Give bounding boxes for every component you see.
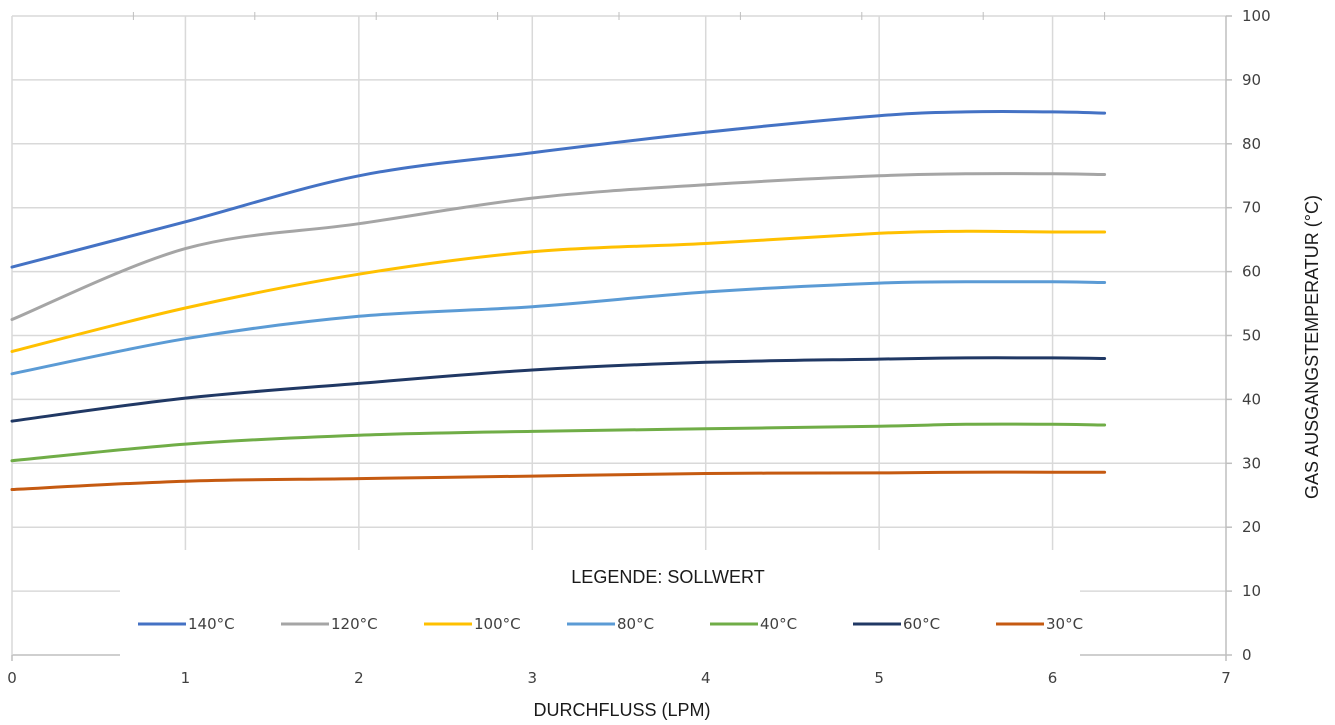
y-tick-label: 50 <box>1242 327 1261 345</box>
x-tick-label: 1 <box>181 669 191 687</box>
y-tick-label: 0 <box>1242 646 1252 664</box>
x-tick-label: 6 <box>1048 669 1058 687</box>
legend-label: 100°C <box>474 615 521 633</box>
legend-items: 140°C 120°C 100°C 80°C 40°C 60°C 30°C <box>138 615 1083 633</box>
series-line-140c <box>10 110 1107 269</box>
series-line-80c <box>10 280 1107 376</box>
y-axis-title: GAS AUSGANGSTEMPERATUR (°C) <box>1302 195 1322 499</box>
y-tick-label: 40 <box>1242 390 1261 408</box>
x-tick-label: 2 <box>354 669 364 687</box>
legend-title: LEGENDE: SOLLWERT <box>571 567 764 587</box>
series-line-120c <box>10 172 1107 321</box>
legend: LEGENDE: SOLLWERT 140°C 120°C 100°C 80°C 40°… <box>120 550 1083 670</box>
x-tick-label: 3 <box>528 669 538 687</box>
series-lines <box>10 110 1107 491</box>
y-tick-label: 20 <box>1242 518 1261 536</box>
y-tick-label: 60 <box>1242 263 1261 281</box>
legend-background <box>120 550 1080 670</box>
series-line-30c <box>10 470 1107 491</box>
series-line-60c <box>10 356 1107 423</box>
grid <box>12 12 1226 655</box>
legend-label: 60°C <box>903 615 940 633</box>
legend-label: 140°C <box>188 615 235 633</box>
y-tick-label: 70 <box>1242 199 1261 217</box>
x-tick-label: 4 <box>701 669 711 687</box>
x-tick-label: 7 <box>1221 669 1231 687</box>
legend-label: 120°C <box>331 615 378 633</box>
y-tick-label: 10 <box>1242 582 1261 600</box>
y-tick-label: 80 <box>1242 135 1261 153</box>
y-tick-label: 30 <box>1242 454 1261 472</box>
series-line-100c <box>10 229 1107 353</box>
legend-label: 80°C <box>617 615 654 633</box>
x-tick-label: 5 <box>874 669 884 687</box>
y-tick-label: 90 <box>1242 71 1261 89</box>
y-tick-label: 100 <box>1242 7 1271 25</box>
series-line-40c <box>10 422 1107 463</box>
legend-label: 30°C <box>1046 615 1083 633</box>
x-tick-label: 0 <box>7 669 17 687</box>
legend-label: 40°C <box>760 615 797 633</box>
x-axis-title: DURCHFLUSS (LPM) <box>533 700 710 720</box>
